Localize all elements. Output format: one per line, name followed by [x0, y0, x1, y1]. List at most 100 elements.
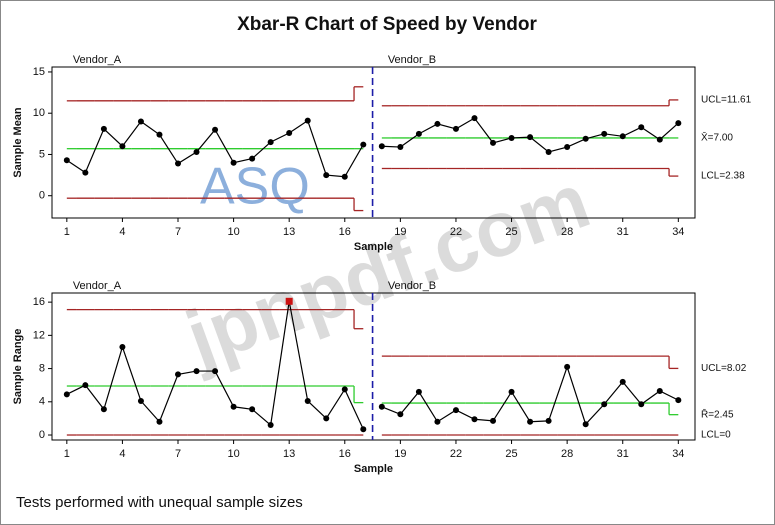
point [452, 407, 459, 414]
point [304, 117, 311, 124]
point [63, 391, 70, 398]
limit-label: UCL=8.02 [701, 363, 747, 374]
point [545, 148, 552, 155]
point [508, 134, 515, 141]
point [63, 157, 70, 164]
point [156, 418, 163, 425]
point [267, 422, 274, 429]
plot-area [51, 292, 696, 441]
point [582, 421, 589, 428]
x-tick-label: 19 [394, 448, 406, 460]
point [286, 130, 293, 137]
x-tick-label: 1 [64, 226, 70, 238]
y-tick-label: 5 [39, 148, 45, 160]
point [564, 144, 571, 151]
x-axis-label: Sample [354, 463, 393, 475]
point [285, 297, 293, 305]
point [508, 388, 515, 395]
point [490, 139, 497, 146]
x-tick-label: 13 [283, 226, 295, 238]
point [267, 139, 274, 146]
point [527, 134, 534, 141]
limit-label: X̄=7.00 [701, 131, 733, 144]
y-tick-label: 16 [33, 296, 45, 308]
point [360, 141, 367, 148]
limit-label: R̄=2.45 [701, 408, 734, 421]
point [82, 382, 89, 389]
x-tick-label: 7 [175, 226, 181, 238]
point [452, 125, 459, 132]
point [490, 417, 497, 424]
x-axis-label: Sample [354, 241, 393, 253]
y-tick-label: 0 [39, 190, 45, 202]
group-label: Vendor_A [73, 54, 122, 66]
group-label: Vendor_B [388, 54, 436, 66]
point [638, 401, 645, 408]
x-tick-label: 4 [119, 226, 125, 238]
watermark: ASQ [200, 158, 310, 216]
x-tick-label: 13 [283, 448, 295, 460]
point [323, 415, 330, 422]
point [212, 368, 219, 375]
point [397, 144, 404, 151]
x-tick-label: 10 [227, 226, 239, 238]
point [341, 386, 348, 393]
point [82, 169, 89, 176]
x-tick-label: 10 [227, 448, 239, 460]
limit-label: LCL=2.38 [701, 171, 745, 182]
x-tick-label: 19 [394, 226, 406, 238]
x-tick-label: 16 [339, 448, 351, 460]
chart-title: Xbar-R Chart of Speed by Vendor [237, 14, 537, 35]
point [175, 371, 182, 378]
point [341, 173, 348, 180]
y-tick-label: 8 [39, 362, 45, 374]
point [656, 388, 663, 394]
point [471, 416, 478, 423]
plot-area [51, 66, 696, 219]
x-tick-label: 25 [505, 226, 517, 238]
point [619, 378, 626, 385]
y-tick-label: 12 [33, 329, 45, 341]
x-tick-label: 22 [450, 226, 462, 238]
point [415, 130, 422, 137]
x-tick-label: 25 [505, 448, 517, 460]
limit-label: LCL=0 [701, 430, 731, 441]
y-axis-label: Sample Mean [12, 107, 24, 178]
point [378, 143, 385, 150]
point [415, 388, 422, 395]
point [156, 131, 163, 138]
x-tick-label: 34 [672, 448, 684, 460]
y-tick-label: 15 [33, 66, 45, 78]
x-tick-label: 28 [561, 448, 573, 460]
point [434, 120, 441, 127]
point [100, 406, 107, 413]
x-tick-label: 31 [617, 226, 629, 238]
point [193, 368, 200, 375]
point [545, 417, 552, 424]
point [434, 418, 441, 425]
x-tick-label: 31 [617, 448, 629, 460]
point [638, 124, 645, 131]
point [397, 411, 404, 418]
x-tick-label: 7 [175, 448, 181, 460]
point [471, 115, 478, 122]
point [601, 130, 608, 137]
point [100, 125, 107, 132]
point [582, 135, 589, 142]
point [212, 126, 219, 133]
point [564, 363, 571, 370]
point [378, 403, 385, 410]
x-tick-label: 4 [119, 448, 125, 460]
y-axis-label: Sample Range [12, 329, 24, 405]
limit-label: UCL=11.61 [701, 95, 752, 106]
footnote: Tests performed with unequal sample size… [16, 494, 303, 511]
x-tick-label: 22 [450, 448, 462, 460]
x-tick-label: 28 [561, 226, 573, 238]
point [230, 159, 237, 166]
group-label: Vendor_A [73, 280, 122, 292]
y-tick-label: 10 [33, 107, 45, 119]
point [601, 401, 608, 408]
point [656, 136, 663, 143]
